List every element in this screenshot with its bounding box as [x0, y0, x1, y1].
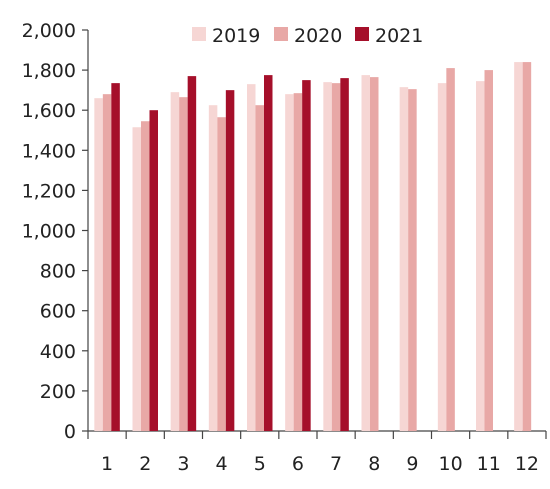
bar-2021-7 [340, 78, 349, 432]
bar-2019-10 [437, 83, 447, 431]
y-tick-label: 1,800 [22, 60, 76, 82]
y-axis: 0 200 400 600 800 1,000 1,200 1,400 1,600 1,800 2,… [22, 20, 89, 443]
legend-swatch-2020 [274, 27, 288, 41]
x-tick-label: 6 [292, 453, 304, 475]
bar-2019-11 [476, 81, 485, 431]
y-tick-label: 800 [40, 261, 76, 283]
bar-2020-3 [179, 97, 188, 431]
x-tick-label: 7 [330, 453, 342, 475]
x-tick-label: 3 [177, 453, 189, 475]
x-tick-label: 1 [101, 453, 113, 475]
x-axis: 1 2 3 4 5 6 7 8 9 10 11 12 [87, 430, 547, 475]
bar-2020-12 [522, 62, 532, 432]
y-tick-label: 2,000 [22, 20, 76, 42]
bar-2020-10 [446, 68, 455, 431]
legend-label-2020: 2020 [294, 25, 342, 47]
x-tick-label: 12 [515, 453, 539, 475]
bar-2020-2 [141, 121, 150, 431]
bar-2019-5 [247, 84, 256, 431]
bar-2020-7 [331, 83, 341, 431]
y-tick-label: 1,600 [22, 100, 76, 122]
bar-2020-1 [102, 94, 112, 431]
y-tick-label: 400 [40, 341, 76, 363]
x-tick-label: 11 [477, 453, 501, 475]
bar-2021-1 [111, 83, 120, 431]
y-tick-label: 0 [64, 421, 76, 443]
bar-2021-5 [264, 75, 273, 432]
bar-2019-9 [399, 87, 409, 431]
legend-swatch-2019 [192, 27, 206, 41]
bar-2019-1 [94, 98, 103, 432]
bar-2019-4 [208, 105, 218, 431]
bar-2019-7 [323, 82, 332, 431]
y-tick-label: 200 [40, 381, 76, 403]
x-tick-label: 9 [406, 453, 418, 475]
legend-label-2021: 2021 [375, 25, 423, 47]
bar-2021-4 [225, 90, 235, 432]
bar-2020-8 [370, 77, 379, 432]
x-tick-label: 4 [216, 453, 228, 475]
legend-label-2019: 2019 [212, 25, 260, 47]
bar-2021-2 [149, 110, 158, 431]
legend: 2019 2020 2021 [192, 25, 423, 47]
bar-2021-6 [302, 80, 311, 431]
bar-2019-8 [361, 75, 370, 432]
x-tick-label: 8 [368, 453, 380, 475]
y-tick-label: 1,000 [22, 221, 76, 243]
bar-2020-5 [255, 105, 264, 431]
bar-2019-12 [514, 62, 523, 432]
bar-2020-11 [484, 70, 493, 431]
bar-2019-6 [285, 94, 294, 431]
legend-swatch-2021 [355, 27, 369, 41]
bar-2021-3 [187, 76, 197, 432]
y-tick-label: 600 [40, 301, 76, 323]
bar-2019-2 [132, 127, 141, 432]
bar-2020-4 [217, 117, 226, 431]
x-tick-label: 10 [438, 453, 462, 475]
y-tick-label: 1,200 [22, 180, 76, 202]
bars [94, 62, 532, 432]
bar-2019-3 [170, 92, 180, 431]
y-tick-label: 1,400 [22, 140, 76, 162]
bar-2020-6 [293, 93, 303, 431]
x-tick-label: 5 [254, 453, 266, 475]
bar-2020-9 [408, 89, 417, 432]
x-tick-label: 2 [139, 453, 151, 475]
